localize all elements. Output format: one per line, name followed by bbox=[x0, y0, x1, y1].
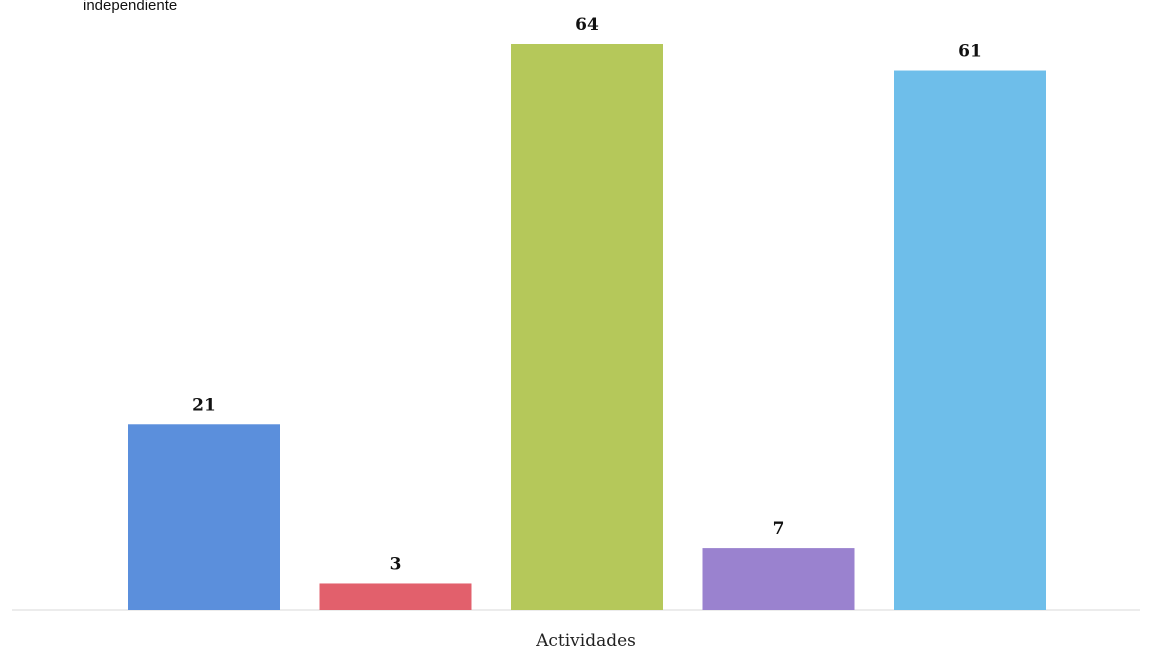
bar-2 bbox=[319, 583, 472, 610]
data-label-2: 3 bbox=[390, 554, 402, 574]
data-labels-group: 21 3 64 7 61 bbox=[192, 15, 982, 574]
bar-3 bbox=[511, 44, 663, 610]
x-axis-label: Actividades bbox=[535, 631, 636, 651]
data-label-4: 7 bbox=[773, 519, 785, 539]
bar-1 bbox=[128, 424, 280, 610]
data-label-1: 21 bbox=[192, 395, 216, 415]
bars-group bbox=[128, 44, 1046, 610]
bar-5 bbox=[894, 70, 1046, 610]
data-label-5: 61 bbox=[958, 42, 982, 62]
data-label-3: 64 bbox=[575, 15, 599, 35]
chart-title-fragment: independiente bbox=[83, 0, 178, 14]
bar-4 bbox=[702, 548, 855, 610]
